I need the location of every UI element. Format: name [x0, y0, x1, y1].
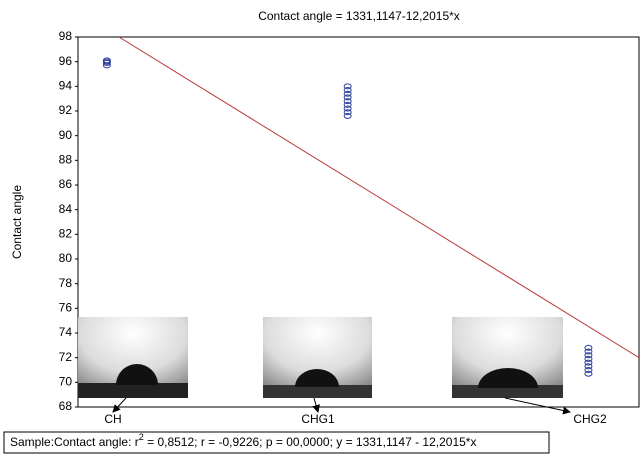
point — [343, 112, 352, 119]
point — [343, 101, 352, 108]
point — [343, 94, 352, 101]
point — [584, 344, 593, 351]
point — [343, 87, 352, 94]
y-tick-label: 86 — [59, 177, 73, 191]
point — [343, 83, 352, 90]
y-tick-label: 92 — [59, 103, 73, 117]
x-tick-label: CHG2 — [573, 412, 607, 426]
y-tick-label: 70 — [59, 375, 73, 389]
footer-box — [3, 431, 550, 454]
x-tick-label: CH — [104, 412, 121, 426]
y-tick-label: 88 — [59, 153, 73, 167]
y-tick-label: 98 — [59, 29, 73, 43]
point — [584, 370, 593, 377]
trend-line — [118, 37, 639, 359]
point — [584, 355, 593, 362]
drop-image — [263, 385, 372, 398]
insets — [78, 317, 571, 415]
y-tick-label: 76 — [59, 301, 73, 315]
drop-image — [78, 383, 188, 398]
point — [343, 98, 352, 105]
drop-image — [295, 369, 339, 387]
arrow — [112, 397, 127, 413]
footer-superscript: 2 — [139, 432, 144, 442]
point — [584, 348, 593, 355]
drop-image — [116, 364, 158, 385]
x-tick-label: CHG1 — [301, 412, 335, 426]
point — [584, 359, 593, 366]
drop-image — [452, 385, 563, 398]
point — [343, 105, 352, 112]
y-tick-label: 72 — [59, 350, 73, 364]
point — [343, 90, 352, 97]
arrow — [312, 397, 320, 413]
point — [102, 57, 111, 64]
footer-text: = 0,8512; r = -0,9226; p = 00,0000; y = … — [144, 435, 477, 449]
y-axis-label: Contact angle — [10, 185, 24, 259]
point — [343, 109, 352, 116]
y-tick-label: 80 — [59, 251, 73, 265]
chart-title: Contact angle = 1331,1147-12,2015*x — [258, 9, 460, 23]
y-tick-label: 82 — [59, 227, 73, 241]
drop-image — [478, 368, 538, 388]
y-tick-label: 78 — [59, 276, 73, 290]
point — [584, 363, 593, 370]
footer-text: Sample:Contact angle: r — [10, 435, 139, 449]
y-tick-label: 84 — [59, 202, 73, 216]
y-tick-label: 90 — [59, 128, 73, 142]
point — [584, 352, 593, 359]
y-tick-label: 68 — [59, 399, 73, 413]
arrow — [504, 397, 571, 415]
point — [584, 367, 593, 373]
plot-frame — [77, 36, 640, 408]
y-tick-label: 96 — [59, 54, 73, 68]
y-tick-label: 74 — [59, 325, 73, 339]
y-tick-label: 94 — [59, 79, 73, 93]
footer: Sample:Contact angle: r2 = 0,8512; r = -… — [10, 432, 476, 449]
